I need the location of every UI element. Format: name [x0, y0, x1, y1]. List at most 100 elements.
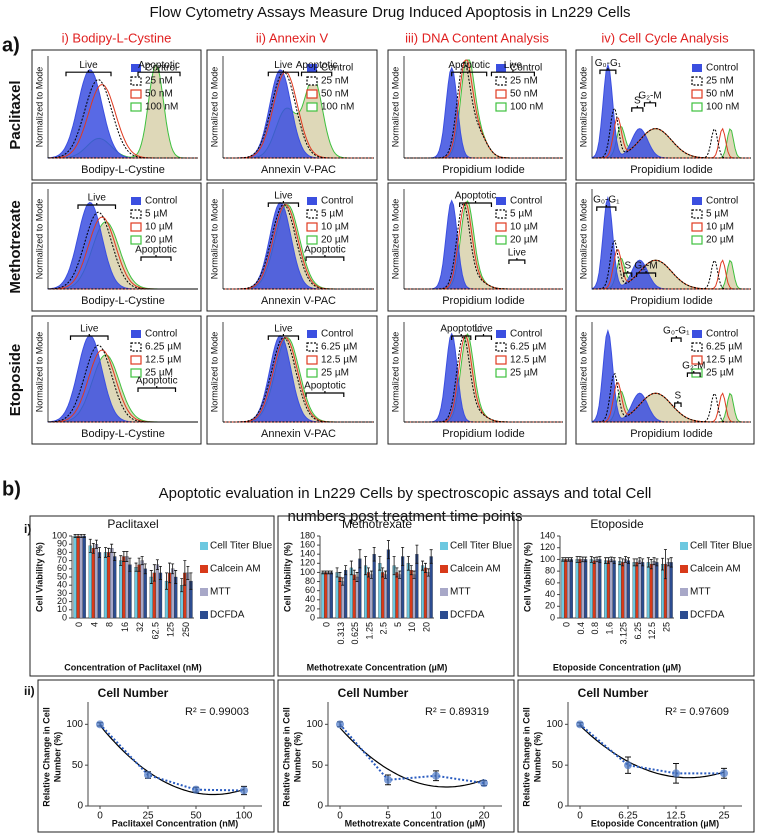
legend-label: 100 nM: [510, 102, 543, 113]
error-bar: [606, 557, 610, 564]
legend-swatch: [691, 102, 703, 112]
bar: [321, 572, 325, 619]
error-bar: [655, 558, 659, 567]
x-tick-label: 0.8: [590, 622, 600, 635]
row-label: Etoposide: [7, 344, 24, 417]
error-bar: [569, 557, 573, 562]
x-tick-label: 62.5: [150, 622, 160, 640]
legend-swatch: [307, 64, 317, 72]
y-tick-label: 50: [312, 760, 324, 771]
bar: [79, 535, 83, 619]
error-bar: [94, 539, 98, 549]
bar: [652, 561, 656, 619]
y-tick-label: 50: [57, 571, 67, 581]
bar: [88, 545, 92, 619]
bar: [355, 576, 359, 619]
gate-bracket: [77, 203, 117, 209]
y-tick-label: 0: [557, 801, 563, 812]
bar: [91, 548, 96, 619]
bar: [137, 564, 141, 619]
legend-swatch: [131, 64, 141, 72]
legend-label: 25 µM: [321, 368, 349, 379]
x-axis-label: Propidium Iodide: [630, 295, 713, 307]
legend-swatch: [440, 542, 448, 550]
error-bar: [409, 565, 413, 576]
bar: [421, 565, 425, 619]
x-axis-label: Etoposide Concentration (µM): [553, 662, 681, 672]
gate-label: Live: [274, 60, 293, 71]
legend-label: 50 nM: [510, 89, 538, 100]
data-point: [672, 769, 680, 778]
y-tick-label: 160: [300, 539, 315, 549]
bar: [661, 563, 665, 619]
error-bar: [575, 556, 579, 563]
legend-swatch: [307, 197, 317, 205]
error-bar: [186, 565, 190, 580]
histogram-curve: [592, 239, 751, 290]
legend-swatch: [495, 355, 507, 365]
y-axis-label: Relative Change in Cell: [521, 707, 531, 807]
bar: [381, 572, 385, 619]
legend-swatch: [692, 64, 702, 72]
legend-swatch: [130, 235, 142, 245]
y-tick-label: 20: [57, 596, 67, 606]
error-bar: [341, 577, 345, 586]
error-bar: [578, 556, 582, 563]
legend-swatch: [306, 222, 318, 232]
x-tick-label: 8: [105, 622, 115, 627]
error-bar: [638, 557, 642, 564]
x-tick-label: 6.25: [633, 622, 643, 640]
data-point: [432, 771, 440, 780]
error-bar: [183, 560, 187, 586]
panel-border: [37, 679, 275, 833]
x-tick-label: 0: [74, 622, 84, 627]
error-bar: [143, 563, 147, 575]
legend-label: Control: [145, 63, 177, 74]
bar: [103, 552, 108, 619]
error-bar: [372, 546, 376, 562]
legend-label: 6.25 µM: [510, 342, 546, 353]
error-bar: [626, 557, 630, 564]
bar: [341, 581, 345, 619]
error-bar: [598, 556, 602, 563]
x-tick-label: 10: [430, 811, 442, 822]
error-bar: [612, 557, 616, 564]
y-tick-label: 40: [305, 594, 315, 604]
x-tick-label: 0: [577, 811, 583, 822]
x-tick-label: 25: [661, 622, 671, 632]
error-bar: [113, 552, 117, 561]
legend-label: 25 µM: [706, 368, 734, 379]
bar: [134, 567, 138, 619]
error-bar: [119, 555, 123, 566]
error-bar: [358, 549, 362, 569]
error-bar: [110, 543, 114, 553]
gate-bracket: [474, 334, 493, 340]
bar: [155, 564, 160, 619]
sub-label: ii): [24, 684, 35, 698]
legend-label: Calcein AM: [450, 564, 501, 575]
error-bar: [564, 557, 568, 562]
error-bar: [567, 557, 571, 562]
gate-label: Live: [80, 324, 99, 335]
gate-label: Apoptotic: [296, 60, 338, 71]
gate-bracket: [459, 201, 493, 207]
bar: [618, 561, 622, 619]
gate-bracket: [490, 70, 535, 77]
legend-label: 25 nM: [145, 76, 173, 87]
histogram-curve: [404, 201, 563, 290]
column-header: iii) DNA Content Analysis: [405, 30, 549, 45]
chart-title: Paclitaxel: [107, 517, 158, 531]
x-tick-label: 0.625: [350, 622, 360, 645]
error-bar: [641, 558, 645, 567]
bar: [82, 535, 86, 619]
gate-label: Live: [474, 324, 493, 335]
y-tick-label: 100: [306, 719, 323, 730]
legend-label: Control: [321, 329, 353, 340]
data-point: [96, 720, 104, 729]
error-bar: [321, 570, 325, 575]
legend-label: 100 nM: [706, 102, 739, 113]
bar: [606, 560, 611, 619]
panel-label: b): [2, 478, 21, 500]
x-axis-label: Annexin V-PAC: [261, 164, 336, 176]
gate-label: G₂-M: [682, 361, 705, 372]
